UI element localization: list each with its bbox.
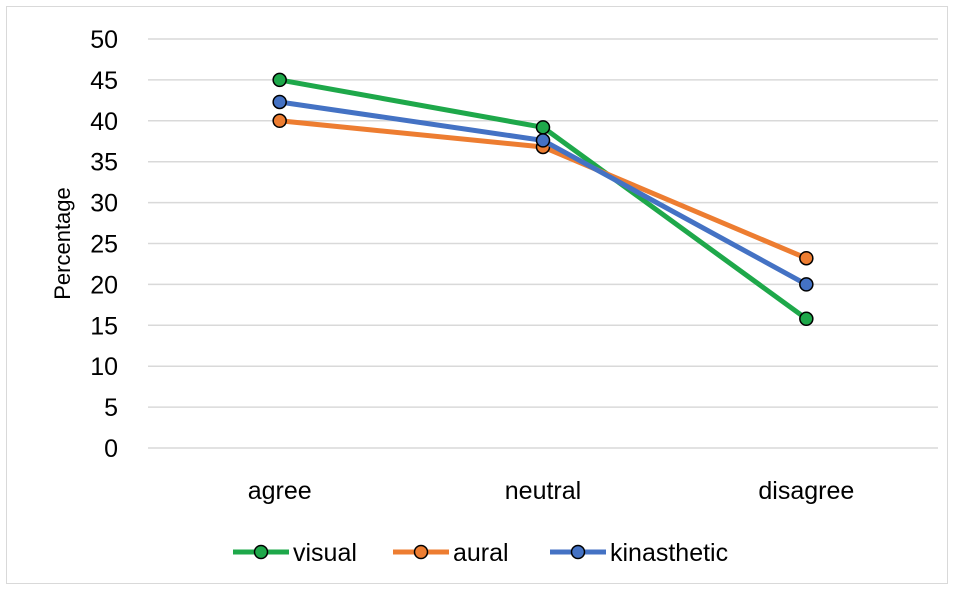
legend-item-aural: aural [393, 539, 509, 567]
series-group [272, 72, 814, 327]
legend-label: visual [293, 539, 357, 567]
legend: visual aural kinasthetic [233, 539, 728, 567]
y-tick-label: 15 [90, 312, 118, 340]
legend-label: kinasthetic [610, 539, 728, 567]
x-tick-label: neutral [505, 477, 581, 505]
x-tick-label: disagree [758, 477, 854, 505]
data-point [799, 311, 814, 327]
legend-marker [253, 544, 269, 560]
legend-marker [413, 544, 429, 560]
series-kinasthetic [272, 94, 814, 292]
y-tick-label: 30 [90, 190, 118, 218]
series-visual [272, 72, 814, 327]
y-axis-ticks: 0 5 10 15 20 25 30 35 40 45 50 [90, 26, 118, 463]
legend-marker [570, 544, 586, 560]
data-point [535, 133, 551, 148]
legend-item-visual: visual [233, 539, 357, 567]
y-tick-label: 5 [104, 394, 118, 422]
data-point [272, 72, 287, 88]
data-point [535, 120, 551, 135]
y-tick-label: 40 [90, 108, 118, 136]
y-tick-label: 10 [90, 353, 118, 381]
legend-label: aural [453, 539, 509, 567]
y-tick-label: 45 [90, 67, 118, 95]
y-tick-label: 35 [90, 149, 118, 177]
data-point [272, 113, 287, 129]
y-axis-title: Percentage [50, 187, 75, 300]
y-tick-label: 50 [90, 26, 118, 54]
legend-item-kinasthetic: kinasthetic [550, 539, 728, 567]
chart-frame [6, 6, 948, 584]
y-tick-label: 20 [90, 271, 118, 299]
data-point [799, 277, 814, 292]
y-tick-label: 0 [104, 435, 118, 463]
x-axis-ticks: agree neutral disagree [248, 477, 855, 505]
x-tick-label: agree [248, 477, 312, 505]
gridlines [148, 38, 938, 449]
data-point [799, 250, 814, 266]
data-point [272, 94, 287, 110]
y-tick-label: 25 [90, 231, 118, 259]
